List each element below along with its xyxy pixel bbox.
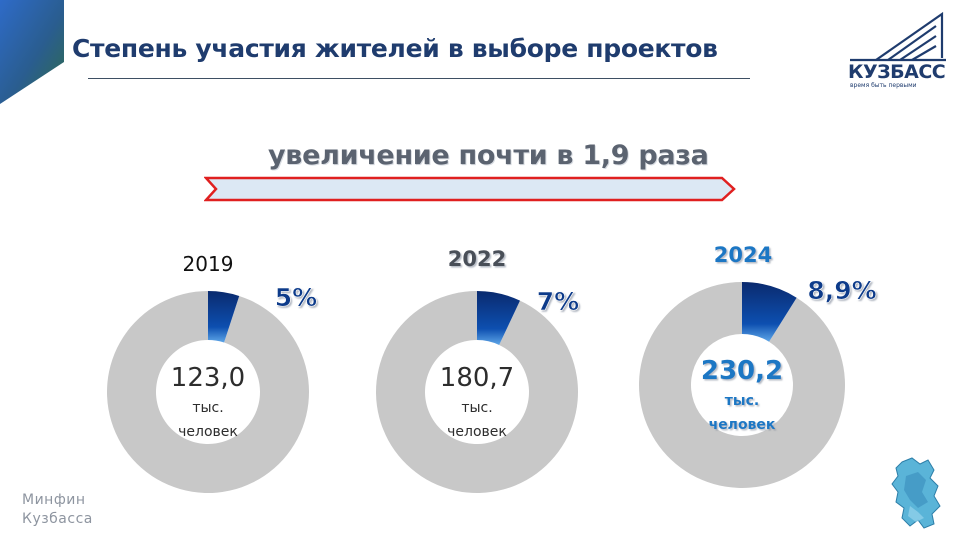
donut-slice-rest xyxy=(106,291,309,493)
region-map-emblem xyxy=(891,457,941,529)
year-label: 2019 xyxy=(183,252,234,276)
page-title: Степень участия жителей в выборе проекто… xyxy=(72,34,718,63)
kuzbass-logo xyxy=(850,12,946,62)
center-unit-line: тыс. xyxy=(461,400,492,416)
logo-wordmark: КУЗБАСС xyxy=(848,61,946,83)
donut-chart-2024: 2024 8,9% 230,2 тыс. человек xyxy=(638,243,877,488)
footer-credit: Минфин Кузбасса xyxy=(22,491,93,529)
share-label: 8,9% xyxy=(807,276,876,305)
donut-chart-2019: 2019 5% 123,0 тыс. человек xyxy=(106,252,318,493)
center-unit-line: человек xyxy=(447,424,507,440)
share-label: 7% xyxy=(537,287,579,316)
center-unit-line: тыс. xyxy=(725,393,759,409)
center-unit-line: тыс. xyxy=(192,400,223,416)
footer-credit-line: Кузбасса xyxy=(22,511,93,527)
corner-accent xyxy=(0,0,64,104)
year-label: 2022 xyxy=(448,247,506,271)
center-value: 123,0 xyxy=(171,363,245,393)
center-value: 230,2 xyxy=(701,356,783,386)
donut-slice-rest xyxy=(638,282,845,488)
title-divider xyxy=(88,78,750,79)
share-label: 5% xyxy=(275,283,317,312)
growth-arrow xyxy=(204,176,736,202)
footer-credit-line: Минфин xyxy=(22,492,86,508)
donut-slice-share xyxy=(208,291,240,343)
center-unit-line: человек xyxy=(709,417,776,433)
center-unit-line: человек xyxy=(178,424,238,440)
donut-chart-2022: 2022 7% 180,7 тыс. человек xyxy=(376,247,580,493)
logo-tagline: время быть первыми xyxy=(850,82,917,89)
donut-slice-share xyxy=(477,291,521,345)
center-value: 180,7 xyxy=(440,363,514,393)
growth-headline: увеличение почти в 1,9 раза xyxy=(268,140,709,171)
donut-slice-share xyxy=(742,282,797,342)
donut-slice-rest xyxy=(376,291,579,493)
year-label: 2024 xyxy=(714,243,772,267)
